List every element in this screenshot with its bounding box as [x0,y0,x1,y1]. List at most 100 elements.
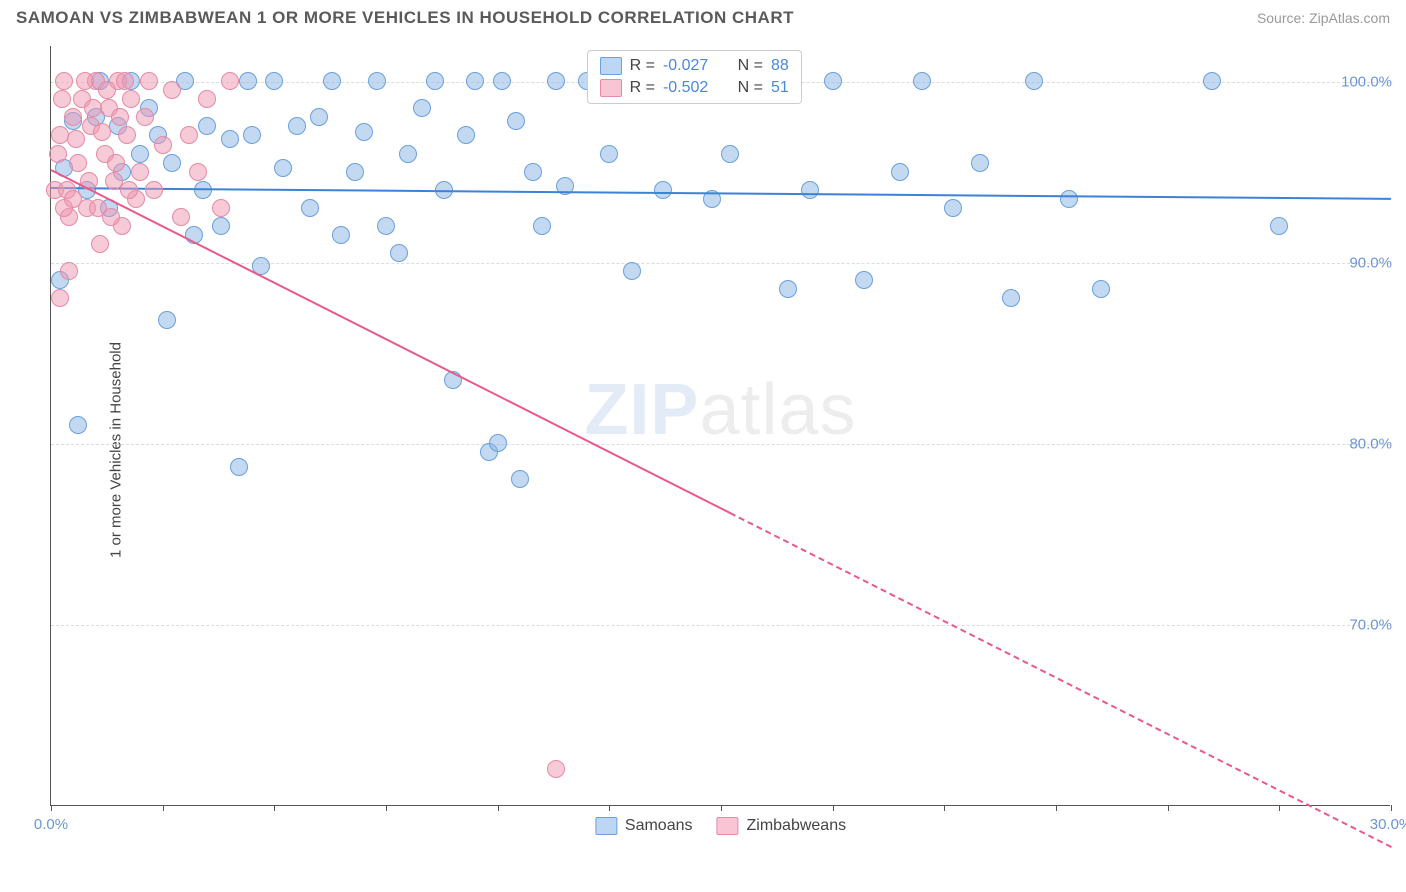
scatter-point [118,126,136,144]
scatter-point [944,199,962,217]
x-tick [163,805,164,811]
scatter-point [55,72,73,90]
legend-stats-row: R = -0.502 N = 51 [600,79,789,97]
scatter-point [524,163,542,181]
scatter-point [212,199,230,217]
scatter-point [426,72,444,90]
chart-container: 1 or more Vehicles in Household ZIPatlas… [0,40,1406,860]
watermark: ZIPatlas [584,369,856,451]
scatter-point [98,81,116,99]
scatter-point [198,117,216,135]
scatter-point [131,163,149,181]
scatter-point [457,126,475,144]
scatter-point [60,262,78,280]
scatter-point [623,262,641,280]
x-tick [609,805,610,811]
scatter-point [64,190,82,208]
x-tick [1056,805,1057,811]
scatter-point [76,72,94,90]
legend-item: Zimbabweans [716,817,846,835]
scatter-point [198,90,216,108]
legend-stats: R = -0.027 N = 88 R = -0.502 N = 51 [587,50,802,104]
scatter-point [346,163,364,181]
scatter-point [466,72,484,90]
scatter-point [69,416,87,434]
scatter-point [53,90,71,108]
x-tick [833,805,834,811]
scatter-point [368,72,386,90]
scatter-point [801,181,819,199]
x-tick-label: 30.0% [1370,816,1406,833]
scatter-point [600,145,618,163]
scatter-point [51,289,69,307]
scatter-point [1060,190,1078,208]
scatter-point [511,470,529,488]
scatter-point [145,181,163,199]
legend-n-value: 88 [771,57,789,75]
x-tick [274,805,275,811]
watermark-zip: ZIP [584,370,699,450]
scatter-point [301,199,319,217]
scatter-point [136,108,154,126]
scatter-point [243,126,261,144]
scatter-point [891,163,909,181]
x-tick [386,805,387,811]
scatter-point [547,760,565,778]
gridline [51,444,1390,445]
legend-swatch [595,817,617,835]
scatter-point [913,72,931,90]
scatter-point [64,108,82,126]
scatter-point [111,108,129,126]
scatter-point [49,145,67,163]
scatter-point [239,72,257,90]
scatter-point [288,117,306,135]
scatter-point [547,72,565,90]
x-tick [1168,805,1169,811]
x-tick [1279,805,1280,811]
scatter-point [310,108,328,126]
y-tick-label: 100.0% [1341,74,1392,91]
legend-swatch [716,817,738,835]
scatter-point [154,136,172,154]
legend-n-value: 51 [771,79,789,97]
scatter-point [120,181,138,199]
scatter-point [107,154,125,172]
scatter-point [212,217,230,235]
scatter-point [779,280,797,298]
scatter-point [172,208,190,226]
legend-stats-row: R = -0.027 N = 88 [600,57,789,75]
scatter-point [163,81,181,99]
scatter-point [140,72,158,90]
x-tick-label: 0.0% [34,816,68,833]
trend-line [729,512,1391,848]
legend-swatch [600,79,622,97]
watermark-atlas: atlas [699,370,856,450]
scatter-point [158,311,176,329]
scatter-point [413,99,431,117]
scatter-point [971,154,989,172]
scatter-point [390,244,408,262]
y-tick-label: 80.0% [1349,436,1392,453]
scatter-point [69,154,87,172]
x-tick [721,805,722,811]
legend-bottom: SamoansZimbabweans [595,817,846,835]
scatter-point [93,123,111,141]
scatter-point [67,130,85,148]
scatter-point [1025,72,1043,90]
scatter-point [399,145,417,163]
scatter-point [84,99,102,117]
scatter-point [221,130,239,148]
y-tick-label: 90.0% [1349,255,1392,272]
header: SAMOAN VS ZIMBABWEAN 1 OR MORE VEHICLES … [0,0,1406,40]
legend-r-value: -0.502 [663,79,708,97]
legend-swatch [600,57,622,75]
scatter-point [1002,289,1020,307]
scatter-point [122,90,140,108]
scatter-point [180,126,198,144]
scatter-point [1203,72,1221,90]
scatter-point [654,181,672,199]
scatter-point [721,145,739,163]
scatter-point [116,72,134,90]
scatter-point [163,154,181,172]
scatter-point [489,434,507,452]
